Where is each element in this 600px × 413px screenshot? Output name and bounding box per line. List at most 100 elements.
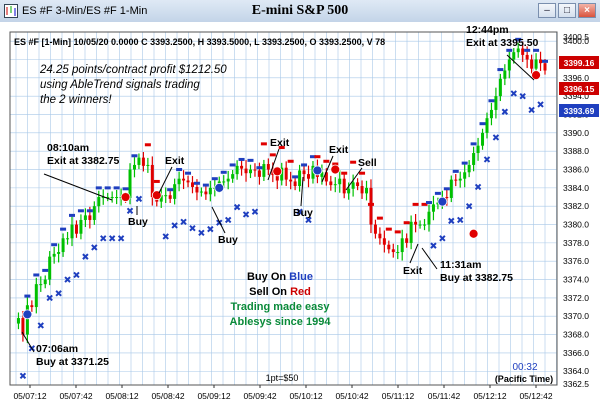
candle-body: [431, 204, 435, 212]
trend-dash-marker: [211, 177, 218, 181]
exit-time-0810: 08:10am: [47, 142, 89, 154]
trend-dash-marker: [176, 168, 183, 172]
price-badge: [559, 82, 599, 95]
title-bar[interactable]: ES #F 3-Min/ES #F 1-Min E-mini S&P 500 –…: [0, 0, 600, 23]
candle-body: [360, 186, 364, 194]
candle-body: [516, 48, 520, 53]
minimize-button[interactable]: –: [538, 3, 556, 18]
candle-body: [25, 305, 29, 335]
candle-body: [275, 175, 279, 181]
candle-body: [190, 182, 194, 187]
legend-buy: Buy On Blue: [247, 271, 313, 283]
leader-exit-2: [267, 148, 280, 181]
support-x-marker: [91, 244, 98, 251]
candle-body: [543, 63, 547, 71]
x-tick-label: 05/10:12: [289, 391, 322, 401]
candle-body: [324, 172, 328, 182]
leader-buy-3: [300, 176, 304, 207]
price-badge-label: 3399.16: [564, 58, 595, 68]
support-x-marker: [126, 207, 134, 214]
support-x-marker: [171, 222, 178, 229]
x-tick-label: 05/09:12: [197, 391, 230, 401]
close-button[interactable]: ×: [578, 3, 596, 18]
candle-body: [266, 164, 270, 170]
svg-text:11:31am Buy at 3382.75: 11:31am Buy at 3382.75: [440, 259, 513, 284]
candle-body: [231, 174, 235, 179]
trend-dash-marker: [256, 166, 263, 170]
support-x-marker: [528, 106, 535, 114]
label-buy-2: Buy: [218, 234, 238, 246]
resistance-dash-marker: [144, 143, 151, 147]
candle-body: [52, 253, 56, 257]
candle-body: [186, 180, 190, 183]
label-exit-2: Exit: [270, 137, 290, 149]
leader-sell: [345, 167, 363, 191]
candle-body: [347, 188, 351, 194]
support-x-marker: [465, 203, 473, 210]
svg-text:07:06am Buy at 3371.25: 07:06am Buy at 3371.25: [36, 343, 109, 368]
resistance-dash-marker: [278, 146, 285, 150]
resistance-dash-marker: [421, 202, 428, 206]
candle-body: [150, 164, 154, 198]
tagline-1: Trading made easy: [230, 301, 330, 313]
candle-body: [467, 164, 471, 173]
buy-price-0706: Buy at 3371.25: [36, 356, 109, 368]
resistance-dash-marker: [350, 160, 357, 164]
label-exit-3: Exit: [329, 144, 349, 156]
y-tick-label: 3396.0: [563, 73, 589, 83]
support-x-marker: [457, 216, 464, 224]
trend-dash-marker: [193, 181, 200, 185]
svg-text:24.25 points/contract profit $: 24.25 points/contract profit $1212.50 us…: [39, 64, 230, 106]
profit-note-line-1: 24.25 points/contract profit $1212.50: [39, 64, 227, 76]
candle-body: [454, 179, 458, 181]
candle-body: [409, 221, 413, 243]
signal-dot-red: [120, 192, 131, 202]
label-buy-1: Buy: [128, 216, 148, 228]
price-axis: 3362.5 3364.0 3366.0 3368.0 3370.0 3372.0 3374…: [563, 32, 589, 389]
x-tick-label: 05/09:42: [243, 391, 276, 401]
y-tick-label: 3386.0: [563, 165, 589, 175]
trend-dash-marker: [33, 273, 40, 277]
buy-time-0706: 07:06am: [36, 343, 78, 355]
maximize-button[interactable]: □: [558, 3, 576, 18]
maximize-icon: □: [563, 5, 571, 16]
svg-text:12:44pm Exit at 3395.5: 12:44pm Exit at 3395.50: [466, 24, 539, 49]
candle-body: [427, 211, 431, 225]
trend-dash-marker: [542, 59, 548, 63]
trend-dash-marker: [425, 201, 432, 205]
candle-body: [485, 118, 489, 133]
candle-body: [494, 96, 498, 110]
candle-body: [351, 182, 355, 189]
x-tick-label: 05/08:12: [105, 391, 138, 401]
label-sell: Sell: [358, 157, 377, 169]
support-x-marker: [108, 235, 116, 242]
candle-body: [489, 109, 493, 119]
candle-body: [481, 132, 485, 146]
point-value: 1pt=$50: [266, 373, 299, 383]
abletrend-signals: [19, 37, 548, 380]
candle-body: [414, 221, 418, 225]
leader-buy-1131: [421, 247, 438, 270]
resistance-dash-marker: [341, 171, 348, 175]
candle-body: [284, 167, 288, 180]
trend-dash-marker: [292, 175, 299, 179]
support-x-marker: [492, 134, 500, 141]
trend-dash-marker: [452, 169, 459, 173]
profit-note-line-2: using AbleTrend signals trading: [40, 79, 200, 91]
support-x-marker: [305, 216, 312, 224]
candle-body: [204, 191, 208, 195]
trend-dash-marker: [301, 163, 308, 167]
candle-body: [16, 318, 20, 324]
support-x-marker: [37, 322, 44, 329]
candle-body: [97, 197, 101, 207]
price-badge: [559, 104, 599, 117]
trend-dash-marker: [122, 187, 129, 191]
support-x-marker: [162, 233, 169, 240]
resistance-dash-marker: [260, 142, 267, 146]
support-x-marker: [117, 235, 125, 242]
candle-body: [302, 170, 306, 175]
trend-dash-marker: [185, 171, 192, 175]
candle-body: [423, 224, 427, 226]
support-x-marker: [242, 211, 250, 218]
chart-app-icon: [4, 4, 18, 18]
